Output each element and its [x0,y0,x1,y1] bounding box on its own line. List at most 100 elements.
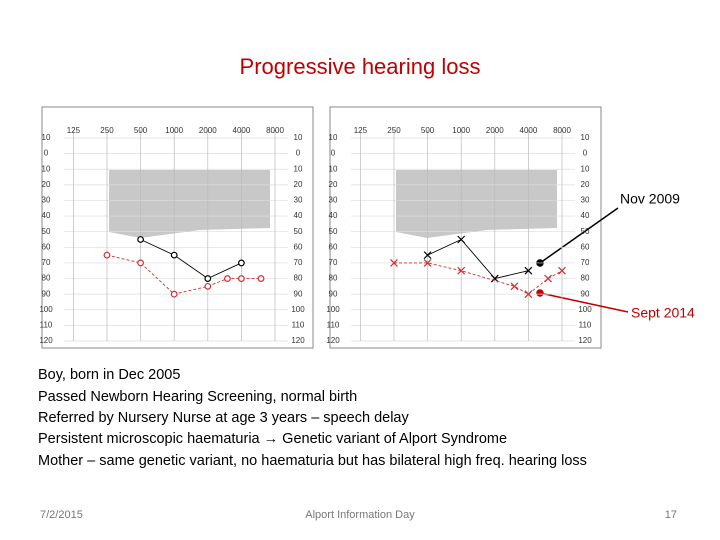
y-tick-label: 30 [42,196,51,205]
y-tick-label: 40 [294,211,303,220]
y-tick-label: 50 [581,227,590,236]
y-tick-label: 120 [291,336,305,345]
y-tick-label: 90 [581,289,590,298]
y-tick-label: 50 [294,227,303,236]
y-tick-label: 70 [294,258,303,267]
body-line: Persistent microscopic haematuria → Gene… [38,431,507,447]
marker [423,251,432,260]
x-tick-label: 4000 [520,126,538,135]
marker [237,259,245,267]
y-tick-label: 10 [329,164,338,173]
x-tick-label: 250 [100,126,114,135]
body-text: Boy, born in Dec 2005 Passed Newborn Hea… [38,367,587,469]
y-tick-label: 10 [329,133,338,142]
footer-center: Alport Information Day [305,509,415,521]
y-tick-label: 20 [581,180,590,189]
marker [103,251,111,259]
y-tick-label: 10 [294,133,303,142]
y-tick-label: 110 [327,320,340,329]
annotation-arrow [536,207,619,267]
annotation: Nov 2009 [620,191,680,207]
y-tick-label: 60 [42,242,51,251]
x-tick-label: 500 [421,126,435,135]
y-tick-label: 0 [583,149,588,158]
y-tick-label: 110 [579,320,592,329]
marker [524,266,533,275]
x-tick-label: 1000 [452,126,470,135]
y-tick-label: 90 [294,289,303,298]
x-tick-label: 250 [387,126,401,135]
marker [204,275,212,282]
x-tick-label: 2000 [486,126,504,135]
y-tick-label: 50 [329,227,338,236]
marker [510,282,519,291]
y-tick-label: 60 [581,242,590,251]
y-tick-label: 70 [581,258,590,267]
y-tick-label: 60 [294,242,303,251]
y-tick-label: 100 [326,305,340,314]
y-tick-label: 120 [326,336,340,345]
y-tick-label: 20 [329,180,338,189]
speech-banana [109,170,270,238]
marker [237,275,245,282]
marker [170,290,178,298]
annotation: Sept 2014 [631,305,695,321]
marker [224,275,231,282]
y-tick-label: 10 [581,164,590,173]
y-tick-label: 80 [42,274,51,283]
y-tick-label: 80 [581,274,590,283]
marker [137,236,144,243]
y-tick-label: 120 [578,336,592,345]
series-line [140,239,242,280]
footer-page: 17 [665,509,677,521]
body-line: Passed Newborn Hearing Screening, normal… [38,389,357,405]
y-tick-label: 40 [42,211,51,220]
y-tick-label: 60 [329,242,338,251]
y-tick-label: 40 [581,211,590,220]
y-tick-label: 70 [42,258,51,267]
footer-date: 7/2/2015 [40,509,83,521]
marker [137,259,144,267]
marker [423,258,432,267]
y-tick-label: 10 [294,164,303,173]
y-tick-label: 10 [42,164,51,173]
annotation-arrow [536,289,629,313]
marker [524,290,533,299]
x-tick-label: 8000 [553,126,571,135]
marker [544,274,552,283]
y-tick-label: 30 [581,196,590,205]
x-tick-label: 125 [67,126,81,135]
y-tick-label: 120 [39,336,53,345]
y-tick-label: 40 [329,211,338,220]
y-tick-label: 100 [578,305,592,314]
y-tick-label: 0 [296,149,301,158]
y-tick-label: 90 [329,289,338,298]
series-line [427,238,529,280]
y-tick-label: 50 [42,227,51,236]
y-tick-label: 20 [42,180,51,189]
body-line: Boy, born in Dec 2005 [38,367,180,383]
x-tick-label: 8000 [266,126,284,135]
y-tick-label: 110 [40,320,53,329]
y-tick-label: 20 [294,180,303,189]
speech-banana [396,170,557,238]
y-tick-label: 100 [39,305,53,314]
marker [257,275,265,282]
body-line: Mother – same genetic variant, no haemat… [38,453,587,469]
marker [457,235,466,244]
y-tick-label: 70 [329,258,338,267]
y-tick-label: 0 [331,149,336,158]
y-tick-label: 0 [44,149,49,158]
slide-title: Progressive hearing loss [240,54,481,79]
x-tick-label: 4000 [233,126,251,135]
x-tick-label: 2000 [199,126,217,135]
marker [390,258,398,267]
marker [457,266,466,275]
y-tick-label: 30 [294,196,303,205]
x-tick-label: 125 [354,126,368,135]
marker [204,282,212,290]
marker [170,251,178,259]
y-tick-label: 10 [581,133,590,142]
y-tick-label: 10 [42,133,51,142]
